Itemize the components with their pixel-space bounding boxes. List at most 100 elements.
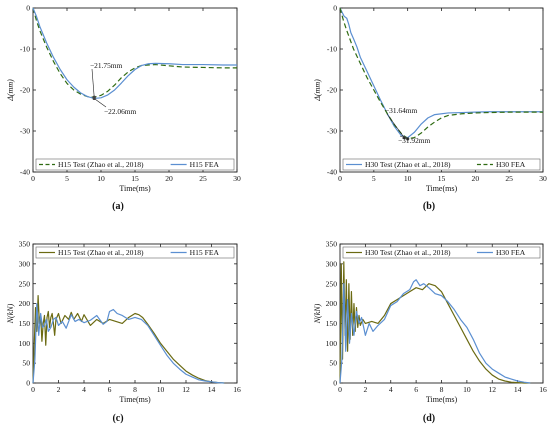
y-axis-label: N(kN) (6, 303, 15, 324)
x-tick-label: 15 (131, 174, 139, 183)
x-tick-label: 0 (338, 385, 342, 394)
y-tick-label: -40 (20, 168, 30, 177)
panel-a: 0 5 10 15 20 25 30 0 -10 -20 -30 -40 Time(ms) Δ(mm) −2… (6, 4, 241, 212)
y-tick-label: 250 (326, 279, 338, 288)
x-tick-label: 12 (182, 385, 190, 394)
x-tick-label: 10 (404, 174, 412, 183)
panel-caption: (d) (423, 413, 435, 424)
x-tick-label: 0 (338, 174, 342, 183)
annotation-label: −31.92mm (398, 136, 431, 145)
annotation-label: −31.64mm (385, 106, 418, 115)
y-tick-label: 350 (19, 240, 31, 249)
legend-label-2: H30 FEA (496, 160, 526, 169)
x-tick-label: 2 (363, 385, 367, 394)
y-tick-label: -30 (20, 127, 30, 136)
x-tick-label: 14 (514, 385, 522, 394)
x-tick-label: 4 (389, 385, 393, 394)
legend-box (35, 158, 235, 171)
x-tick-label: 20 (472, 174, 480, 183)
x-tick-label: 25 (199, 174, 207, 183)
y-axis-label: Δ(mm) (6, 79, 15, 102)
legend-label-2: H15 FEA (190, 160, 220, 169)
series-line-b-1 (339, 7, 543, 139)
x-tick-label: 20 (165, 174, 173, 183)
x-tick-label: 6 (414, 385, 418, 394)
panel-c: 0 2 4 6 8 10 12 14 16 0 50 100 150 200 250 300 350 Time(m… (6, 240, 241, 424)
y-tick-label: 250 (19, 279, 31, 288)
x-tick-label: 10 (157, 385, 165, 394)
y-axis-label: N(kN) (313, 303, 322, 324)
y-tick-label: 150 (19, 319, 31, 328)
x-tick-label: 2 (57, 385, 61, 394)
y-tick-label: 200 (326, 299, 338, 308)
legend-label-1: H30 Test (Zhao et al., 2018) (365, 160, 451, 169)
x-tick-label: 14 (208, 385, 216, 394)
y-tick-label: 0 (333, 4, 337, 13)
plot-frame-b (339, 7, 544, 173)
series-line-a-1 (32, 7, 237, 98)
legend-box (342, 246, 541, 259)
y-tick-label: 50 (22, 359, 30, 368)
x-tick-label: 8 (440, 385, 444, 394)
y-tick-label: 0 (26, 4, 30, 13)
y-tick-label: -20 (327, 86, 337, 95)
x-tick-label: 5 (372, 174, 376, 183)
y-tick-label: 0 (333, 379, 337, 388)
annotation-label: −22.06mm (104, 107, 137, 116)
y-axis-label: Δ(mm) (313, 79, 322, 102)
legend-label-1: H15 Test (Zhao et al., 2018) (58, 248, 144, 257)
x-tick-label: 30 (233, 174, 241, 183)
x-tick-label: 12 (488, 385, 496, 394)
y-tick-label: -30 (327, 127, 337, 136)
y-tick-label: -40 (327, 168, 337, 177)
series-line-c-1 (32, 295, 225, 384)
legend-label-1: H15 Test (Zhao et al., 2018) (58, 160, 144, 169)
x-axis-label: Time(ms) (426, 395, 458, 404)
x-axis-label: Time(ms) (119, 184, 151, 193)
x-tick-label: 5 (65, 174, 69, 183)
y-tick-label: 150 (326, 319, 338, 328)
panel-b: 0 5 10 15 20 25 30 0 -10 -20 -30 -40 Time(ms) Δ(mm) −3… (313, 4, 547, 212)
x-axis-label: Time(ms) (426, 184, 458, 193)
y-tick-label: 350 (326, 240, 338, 249)
x-tick-label: 10 (463, 385, 471, 394)
plot-frame-d (339, 243, 544, 384)
series-line-a-2 (32, 7, 237, 100)
x-tick-label: 8 (133, 385, 137, 394)
y-tick-label: 100 (326, 339, 338, 348)
series-line-d-1 (339, 261, 531, 384)
y-tick-label: 100 (19, 339, 31, 348)
y-tick-label: 300 (326, 259, 338, 268)
x-tick-label: 16 (233, 385, 241, 394)
x-axis-label: Time(ms) (119, 395, 151, 404)
plot-frame-a (32, 7, 238, 173)
panel-caption: (a) (112, 201, 124, 212)
x-tick-label: 16 (539, 385, 547, 394)
series-line-c-2 (32, 302, 225, 384)
y-tick-label: 300 (19, 259, 31, 268)
y-tick-label: 0 (26, 379, 30, 388)
panel-caption: (b) (423, 201, 435, 212)
x-tick-label: 30 (539, 174, 547, 183)
y-tick-label: 50 (329, 359, 337, 368)
annotation-point (92, 96, 96, 101)
legend-box (35, 246, 235, 259)
x-tick-label: 4 (82, 385, 86, 394)
annotation-leader (91, 68, 95, 98)
series-line-b-2 (339, 7, 543, 140)
legend-label-2: H30 FEA (496, 248, 526, 257)
x-tick-label: 0 (31, 174, 35, 183)
x-tick-label: 0 (31, 385, 35, 394)
legend-label-1: H30 Test (Zhao et al., 2018) (365, 248, 451, 257)
series-line-d-2 (339, 279, 531, 384)
annotation-point (406, 137, 410, 141)
annotation-label: −21.75mm (90, 61, 123, 70)
y-tick-label: -10 (20, 45, 30, 54)
annotation-leader (94, 98, 107, 108)
x-tick-label: 10 (97, 174, 105, 183)
panel-d: 0 2 4 6 8 10 12 14 16 0 50 100 150 200 250 300 350 Time(m… (313, 240, 547, 424)
panel-caption: (c) (112, 413, 123, 424)
x-tick-label: 25 (505, 174, 513, 183)
y-tick-label: -10 (327, 45, 337, 54)
